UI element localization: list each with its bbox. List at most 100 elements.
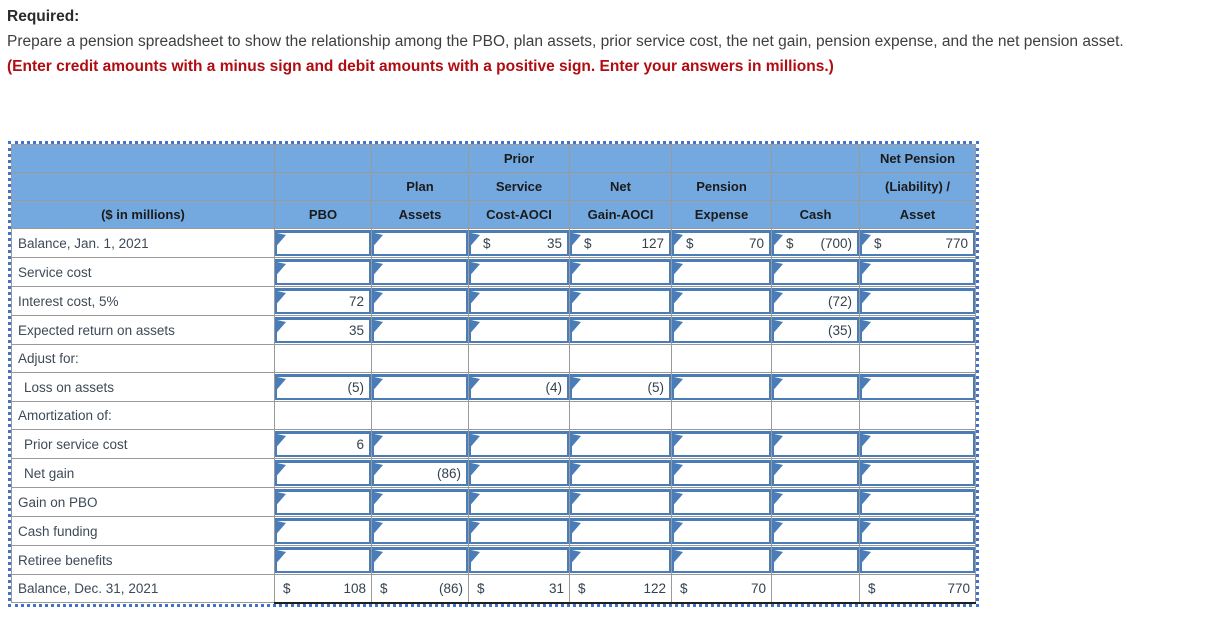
row-label: Expected return on assets (11, 315, 275, 345)
input-cell-prior_service_cost_aoci[interactable]: $35 (469, 230, 569, 256)
input-cell-plan_assets[interactable]: (86) (372, 460, 468, 486)
header-cell: Pension (671, 172, 772, 201)
input-cell-prior_service_cost_aoci[interactable] (469, 518, 569, 544)
input-cell-plan_assets[interactable] (372, 230, 468, 256)
input-cell-cash[interactable]: (72) (772, 288, 859, 314)
cell-pension_expense (671, 401, 772, 430)
input-cell-cash[interactable] (772, 259, 859, 285)
cell-pbo (274, 344, 372, 373)
input-cell-net_gain_aoci[interactable] (570, 431, 671, 457)
input-cell-cash[interactable]: (35) (772, 317, 859, 343)
header-cell: Net (569, 172, 672, 201)
input-cell-pension_expense[interactable] (672, 489, 771, 515)
input-cell-prior_service_cost_aoci[interactable] (469, 460, 569, 486)
total-value: 31 (548, 580, 564, 596)
input-cell-pbo[interactable]: (5) (275, 374, 371, 400)
input-cell-plan_assets[interactable] (372, 288, 468, 314)
input-cell-pbo[interactable]: 35 (275, 317, 371, 343)
input-cell-cash[interactable]: $ (700) (772, 230, 859, 256)
input-cell-cash[interactable] (772, 518, 859, 544)
cell-plan_assets (371, 315, 469, 345)
input-cell-net_gain_aoci[interactable] (570, 288, 671, 314)
input-cell-pension_expense[interactable] (672, 547, 771, 573)
input-cell-cash[interactable] (772, 460, 859, 486)
input-cell-pbo[interactable] (275, 518, 371, 544)
input-cell-pension_expense[interactable] (672, 431, 771, 457)
header-cell: Expense (671, 200, 772, 229)
input-cell-plan_assets[interactable] (372, 431, 468, 457)
input-cell-net_gain_aoci[interactable]: $127 (570, 230, 671, 256)
input-cell-net_pension_asset[interactable] (860, 317, 975, 343)
input-cell-prior_service_cost_aoci[interactable] (469, 288, 569, 314)
cell-pension_expense (671, 458, 772, 488)
input-cell-pension_expense[interactable] (672, 374, 771, 400)
input-cell-prior_service_cost_aoci[interactable] (469, 489, 569, 515)
cell-pension_expense: $70 (671, 574, 772, 604)
input-cell-pension_expense[interactable] (672, 288, 771, 314)
input-cell-plan_assets[interactable] (372, 374, 468, 400)
row-label: Balance, Jan. 1, 2021 (11, 228, 275, 258)
input-cell-net_gain_aoci[interactable] (570, 460, 671, 486)
cell-flag-icon (774, 492, 783, 505)
currency-symbol: $ (283, 580, 291, 596)
input-cell-net_gain_aoci[interactable] (570, 547, 671, 573)
input-cell-prior_service_cost_aoci[interactable] (469, 259, 569, 285)
input-cell-pension_expense[interactable]: $70 (672, 230, 771, 256)
currency-symbol: $ (483, 236, 491, 251)
input-cell-net_gain_aoci[interactable] (570, 489, 671, 515)
input-cell-cash[interactable] (772, 431, 859, 457)
cell-pbo (274, 228, 372, 258)
input-cell-pbo[interactable] (275, 489, 371, 515)
input-cell-net_pension_asset[interactable] (860, 288, 975, 314)
cell-pension_expense (671, 487, 772, 517)
input-cell-pension_expense[interactable] (672, 518, 771, 544)
input-cell-plan_assets[interactable] (372, 317, 468, 343)
input-cell-net_pension_asset[interactable] (860, 431, 975, 457)
input-cell-net_pension_asset[interactable] (860, 374, 975, 400)
input-cell-net_pension_asset[interactable] (860, 489, 975, 515)
input-cell-cash[interactable] (772, 547, 859, 573)
input-cell-prior_service_cost_aoci[interactable] (469, 547, 569, 573)
row-label: Net gain (11, 458, 275, 488)
input-cell-pension_expense[interactable] (672, 460, 771, 486)
input-cell-pbo[interactable]: 6 (275, 431, 371, 457)
cell-flag-icon (674, 262, 683, 275)
input-cell-net_pension_asset[interactable] (860, 547, 975, 573)
input-cell-net_pension_asset[interactable] (860, 460, 975, 486)
cell-flag-icon (862, 377, 871, 390)
cell-pension_expense (671, 315, 772, 345)
cell-pension_expense (671, 429, 772, 459)
input-cell-prior_service_cost_aoci[interactable]: (4) (469, 374, 569, 400)
input-cell-net_gain_aoci[interactable]: (5) (570, 374, 671, 400)
cell-net_pension_asset (859, 372, 976, 402)
input-cell-cash[interactable] (772, 489, 859, 515)
input-cell-net_pension_asset[interactable] (860, 259, 975, 285)
input-cell-pension_expense[interactable] (672, 317, 771, 343)
input-cell-plan_assets[interactable] (372, 489, 468, 515)
input-cell-net_gain_aoci[interactable] (570, 317, 671, 343)
input-cell-prior_service_cost_aoci[interactable] (469, 317, 569, 343)
cell-flag-icon (572, 320, 581, 333)
input-cell-pension_expense[interactable] (672, 259, 771, 285)
cell-flag-icon (674, 377, 683, 390)
input-cell-pbo[interactable] (275, 230, 371, 256)
input-cell-pbo[interactable] (275, 547, 371, 573)
cell-plan_assets (371, 257, 469, 287)
input-cell-net_gain_aoci[interactable] (570, 518, 671, 544)
cell-prior_service_cost_aoci (468, 344, 570, 373)
cell-prior_service_cost_aoci (468, 545, 570, 575)
input-cell-pbo[interactable] (275, 460, 371, 486)
input-cell-cash[interactable] (772, 374, 859, 400)
cell-flag-icon (471, 463, 480, 476)
input-cell-plan_assets[interactable] (372, 518, 468, 544)
input-cell-net_pension_asset[interactable] (860, 518, 975, 544)
input-cell-pbo[interactable]: 72 (275, 288, 371, 314)
cell-pbo (274, 257, 372, 287)
input-cell-plan_assets[interactable] (372, 259, 468, 285)
cell-net_gain_aoci (569, 545, 672, 575)
input-cell-net_gain_aoci[interactable] (570, 259, 671, 285)
input-cell-plan_assets[interactable] (372, 547, 468, 573)
input-cell-pbo[interactable] (275, 259, 371, 285)
input-cell-prior_service_cost_aoci[interactable] (469, 431, 569, 457)
input-cell-net_pension_asset[interactable]: $770 (860, 230, 975, 256)
